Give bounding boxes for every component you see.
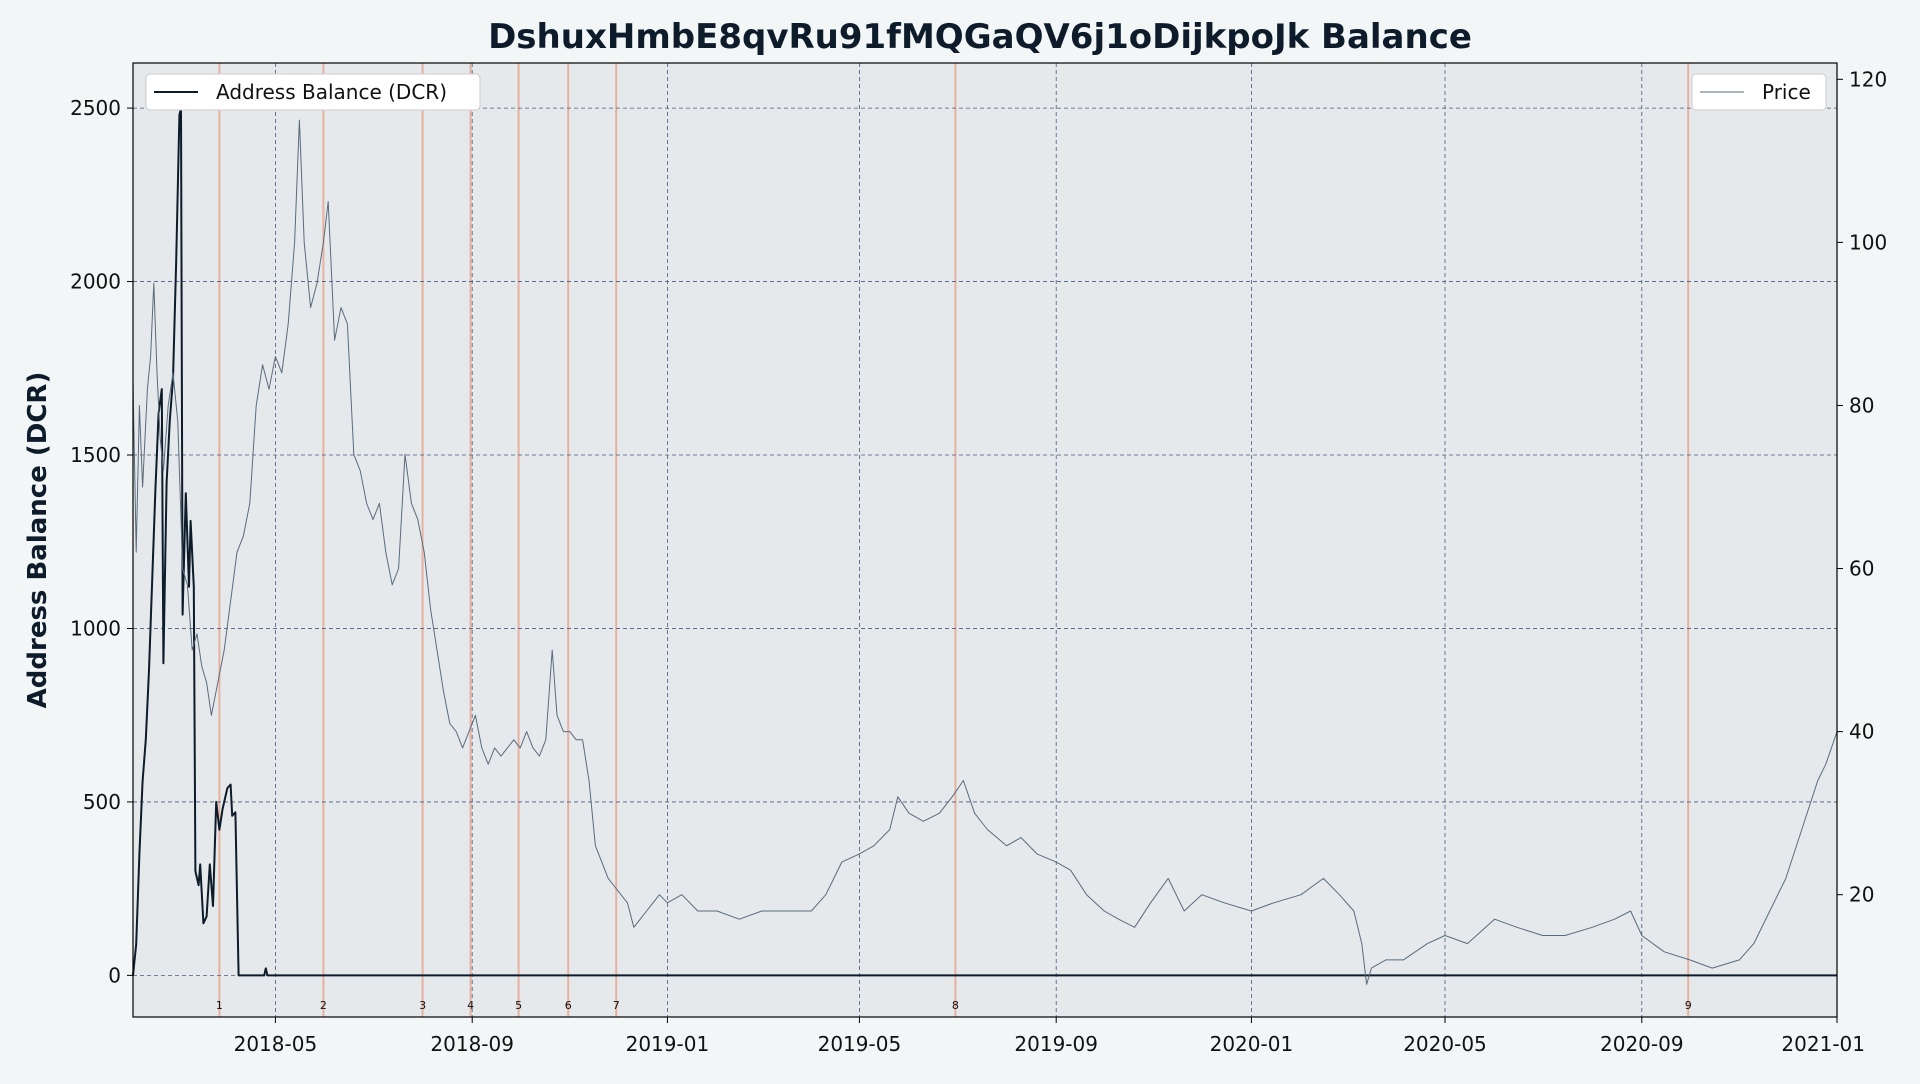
y2-tick-label: 80 [1849,393,1874,417]
x-tick-label: 2021-01 [1781,1032,1865,1056]
event-label: 1 [216,999,223,1012]
plot-area [133,63,1837,1017]
balance-line [132,107,1837,977]
legend-price: Price [1691,73,1827,111]
legend-balance: Address Balance (DCR) [145,73,481,111]
x-tick-label: 2020-01 [1210,1032,1294,1056]
event-label: 7 [613,999,620,1012]
price-line [132,119,1838,985]
y2-tick-label: 20 [1849,883,1874,907]
x-tick-label: 2020-09 [1600,1032,1684,1056]
event-label: 8 [952,999,959,1012]
y-tick-label: 500 [83,790,121,814]
x-tick-label: 2020-05 [1403,1032,1487,1056]
x-tick-label: 2019-09 [1014,1032,1098,1056]
x-tick-label: 2018-09 [430,1032,514,1056]
x-tick-label: 2018-05 [234,1032,318,1056]
event-label: 3 [419,999,426,1012]
event-label: 2 [320,999,327,1012]
event-label: 9 [1685,999,1692,1012]
plot-frame [132,62,1838,1018]
x-tick-label: 2019-01 [626,1032,710,1056]
y2-tick-label: 100 [1849,230,1887,254]
y2-tick-label: 40 [1849,720,1874,744]
y-tick-label: 2500 [70,96,121,120]
y-tick-label: 1000 [70,616,121,640]
y-tick-label: 2000 [70,270,121,294]
chart-title: DshuxHmbE8qvRu91fMQGaQV6j1oDijkpoJk Bala… [488,17,1472,57]
legend-box [1691,73,1827,111]
y-tick-label: 0 [108,963,121,987]
y-tick-label: 1500 [70,443,121,467]
legend-box [145,73,481,111]
event-label: 6 [565,999,572,1012]
y2-tick-label: 120 [1849,67,1887,91]
x-tick-label: 2019-05 [818,1032,902,1056]
y-axis-label: Address Balance (DCR) [23,372,53,709]
event-label: 5 [515,999,522,1012]
event-label: 4 [467,999,474,1012]
legend-label-balance: Address Balance (DCR) [216,80,447,104]
y2-tick-label: 60 [1849,557,1874,581]
legend-label-price: Price [1762,80,1811,104]
